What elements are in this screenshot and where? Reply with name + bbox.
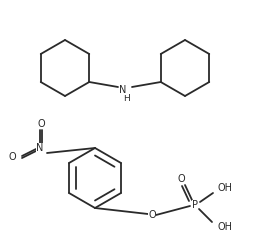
Text: OH: OH bbox=[217, 222, 232, 232]
Text: H: H bbox=[124, 94, 130, 103]
Text: P: P bbox=[192, 200, 198, 210]
Text: O: O bbox=[148, 210, 156, 220]
Text: O: O bbox=[177, 174, 185, 184]
Text: O: O bbox=[37, 119, 45, 129]
Text: OH: OH bbox=[218, 183, 233, 193]
Text: N: N bbox=[119, 85, 127, 95]
Text: N: N bbox=[36, 143, 44, 153]
Text: O: O bbox=[8, 152, 16, 162]
